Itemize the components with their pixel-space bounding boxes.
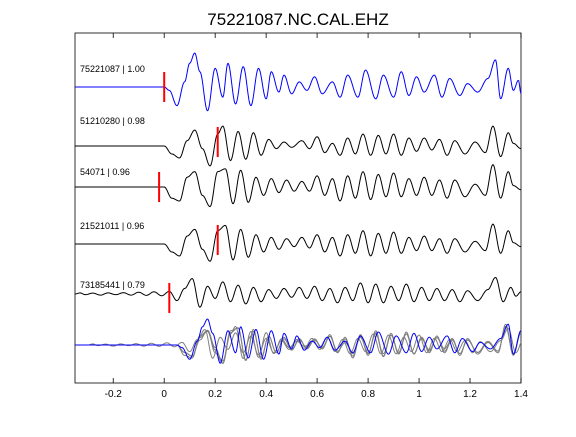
- trace-21521011: [75, 223, 522, 262]
- trace-label: 73185441 | 0.79: [80, 280, 145, 290]
- trace-75221087: [75, 52, 522, 112]
- x-axis: -0.2 0 0.2 0.4 0.6 0.8 1 1.2 1.4: [105, 33, 528, 400]
- x-tick-label: -0.2: [105, 389, 123, 400]
- plot-frame: [74, 32, 522, 384]
- trace-labels: 75221087 | 1.00 51210280 | 0.98 54071 | 0.…: [80, 64, 145, 290]
- x-tick-label: 1: [416, 389, 422, 400]
- x-tick-label: 0.2: [208, 389, 222, 400]
- trace-label: 54071 | 0.96: [80, 167, 130, 177]
- x-tick-label: 0.8: [361, 389, 375, 400]
- pick-markers: [158, 72, 219, 313]
- trace-label: 51210280 | 0.98: [80, 116, 145, 126]
- trace-54071: [75, 164, 522, 208]
- trace-label: 75221087 | 1.00: [80, 64, 145, 74]
- overlay-trace: [75, 327, 522, 359]
- overlay-reference-trace: [75, 318, 522, 364]
- x-tick-label: 1.4: [514, 389, 528, 400]
- chart-title: 75221087.NC.CAL.EHZ: [207, 10, 388, 29]
- x-tick-label: 0.6: [310, 389, 324, 400]
- trace-51210280: [75, 125, 522, 167]
- trace-73185441: [74, 276, 522, 308]
- x-tick-label: 0: [161, 389, 167, 400]
- trace-label: 21521011 | 0.96: [80, 221, 144, 231]
- trace-stack: [74, 52, 522, 365]
- x-tick-label: 1.2: [463, 389, 477, 400]
- x-tick-label: 0.4: [259, 389, 273, 400]
